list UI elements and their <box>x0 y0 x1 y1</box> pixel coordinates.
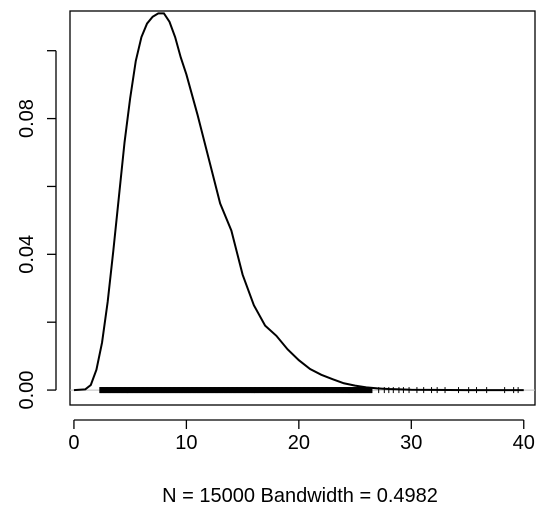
x-tick-label: 20 <box>288 432 310 454</box>
x-tick-label: 0 <box>68 432 79 454</box>
y-tick-label: 0.04 <box>16 235 38 274</box>
rug-marks <box>99 387 519 394</box>
y-axis: 0.00 0.04 0.08 <box>16 50 57 410</box>
plot-frame <box>69 10 536 406</box>
y-tick-label: 0.08 <box>16 99 38 138</box>
density-curve <box>73 12 524 392</box>
x-tick-label: 40 <box>513 432 535 454</box>
x-tick-label: 10 <box>175 432 197 454</box>
y-tick-label: 0.00 <box>16 371 38 410</box>
x-axis-label: N = 15000 Bandwidth = 0.4982 <box>162 485 438 507</box>
x-axis: 0 10 20 30 40 <box>68 419 535 454</box>
x-tick-label: 30 <box>400 432 422 454</box>
